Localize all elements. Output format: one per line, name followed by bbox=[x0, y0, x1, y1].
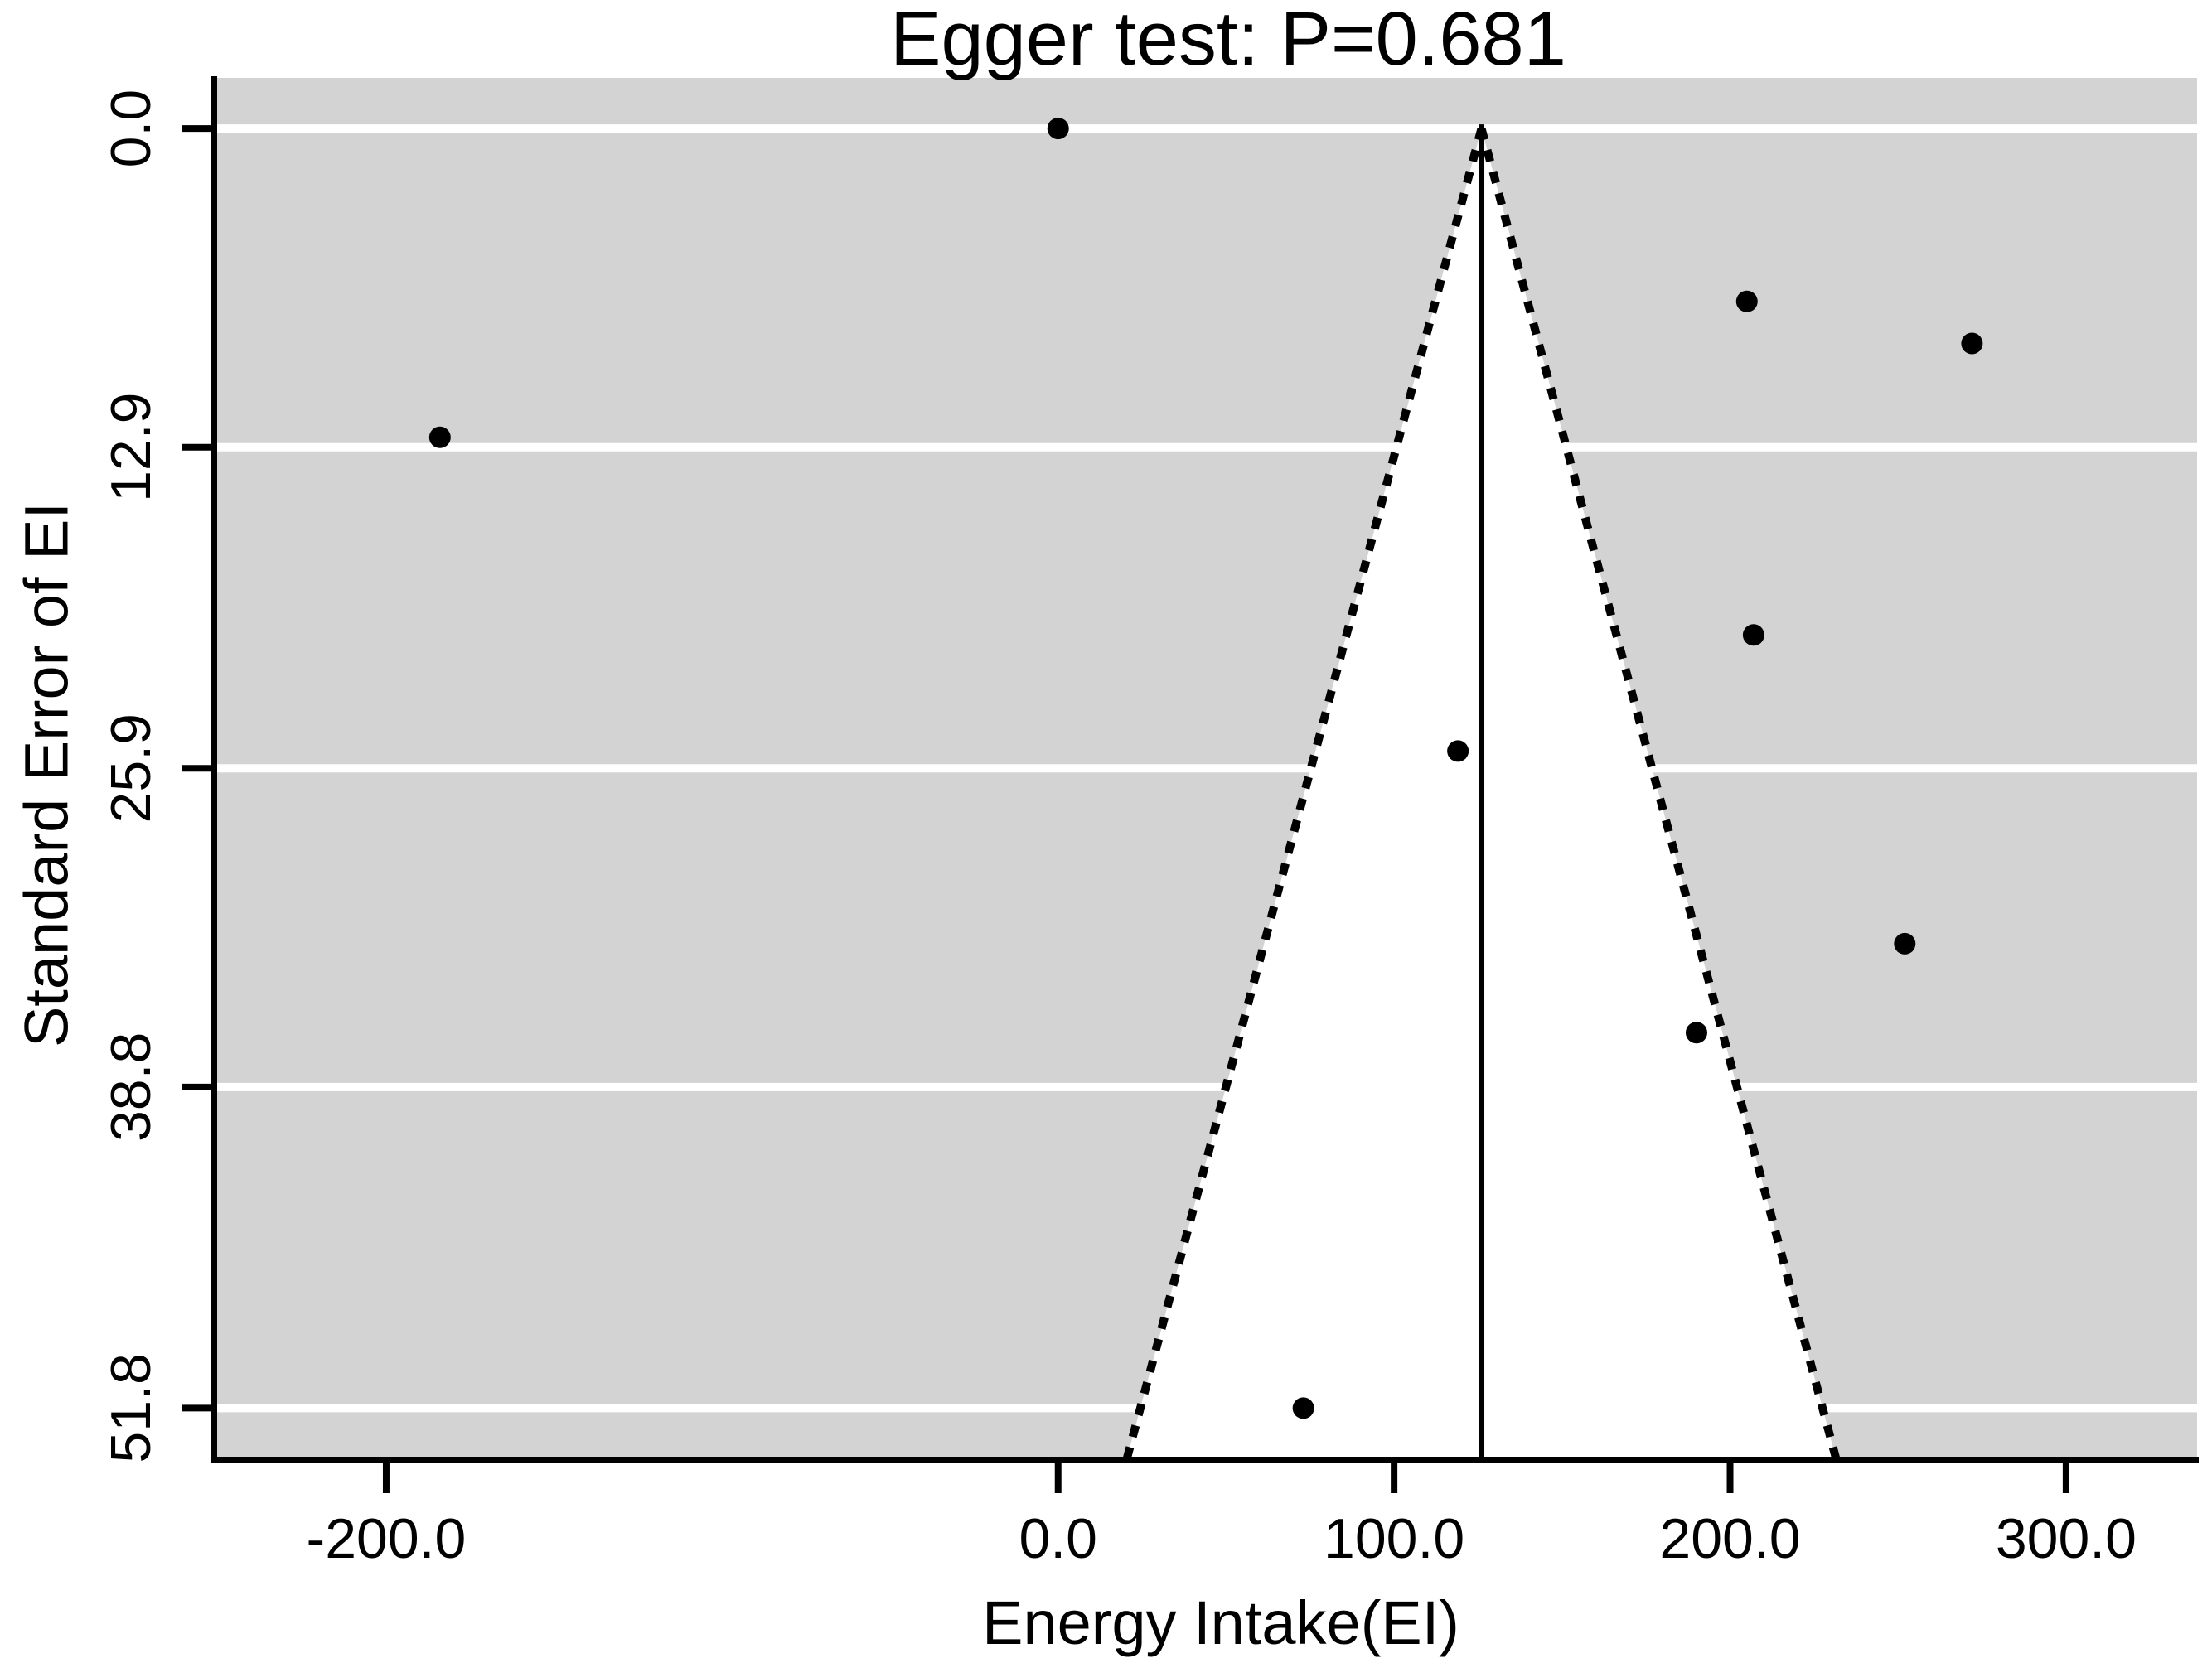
x-tick-label-0: -200.0 bbox=[307, 1507, 467, 1570]
data-point-6 bbox=[1894, 932, 1916, 955]
x-tick-label-3: 200.0 bbox=[1659, 1507, 1800, 1570]
y-tick-label-0: 0.0 bbox=[99, 89, 162, 168]
x-axis-title: Energy Intake(EI) bbox=[982, 1588, 1459, 1657]
chart-title: Egger test: P=0.681 bbox=[890, 0, 1566, 81]
y-axis-title: Standard Error of EI bbox=[12, 502, 81, 1047]
funnel-ci-left-edge bbox=[1122, 127, 1486, 1462]
y-tick-label-4: 51.8 bbox=[99, 1353, 162, 1462]
data-point-3 bbox=[1961, 332, 1983, 355]
data-point-2 bbox=[1735, 290, 1758, 312]
data-point-5 bbox=[1447, 740, 1469, 762]
x-tick-label-1: 0.0 bbox=[1019, 1507, 1097, 1570]
funnel-ci-right-edge bbox=[1477, 127, 1841, 1462]
x-tick-label-2: 100.0 bbox=[1324, 1507, 1464, 1570]
y-tick-label-3: 38.8 bbox=[99, 1032, 162, 1142]
data-point-4 bbox=[1742, 624, 1764, 646]
x-tick-label-4: 300.0 bbox=[1996, 1507, 2137, 1570]
data-point-0 bbox=[1047, 118, 1069, 140]
y-tick-label-2: 25.9 bbox=[99, 713, 162, 823]
y-tick-label-1: 12.9 bbox=[99, 393, 162, 502]
data-point-8 bbox=[1292, 1397, 1314, 1419]
data-point-7 bbox=[1685, 1022, 1707, 1044]
data-point-1 bbox=[428, 426, 451, 448]
